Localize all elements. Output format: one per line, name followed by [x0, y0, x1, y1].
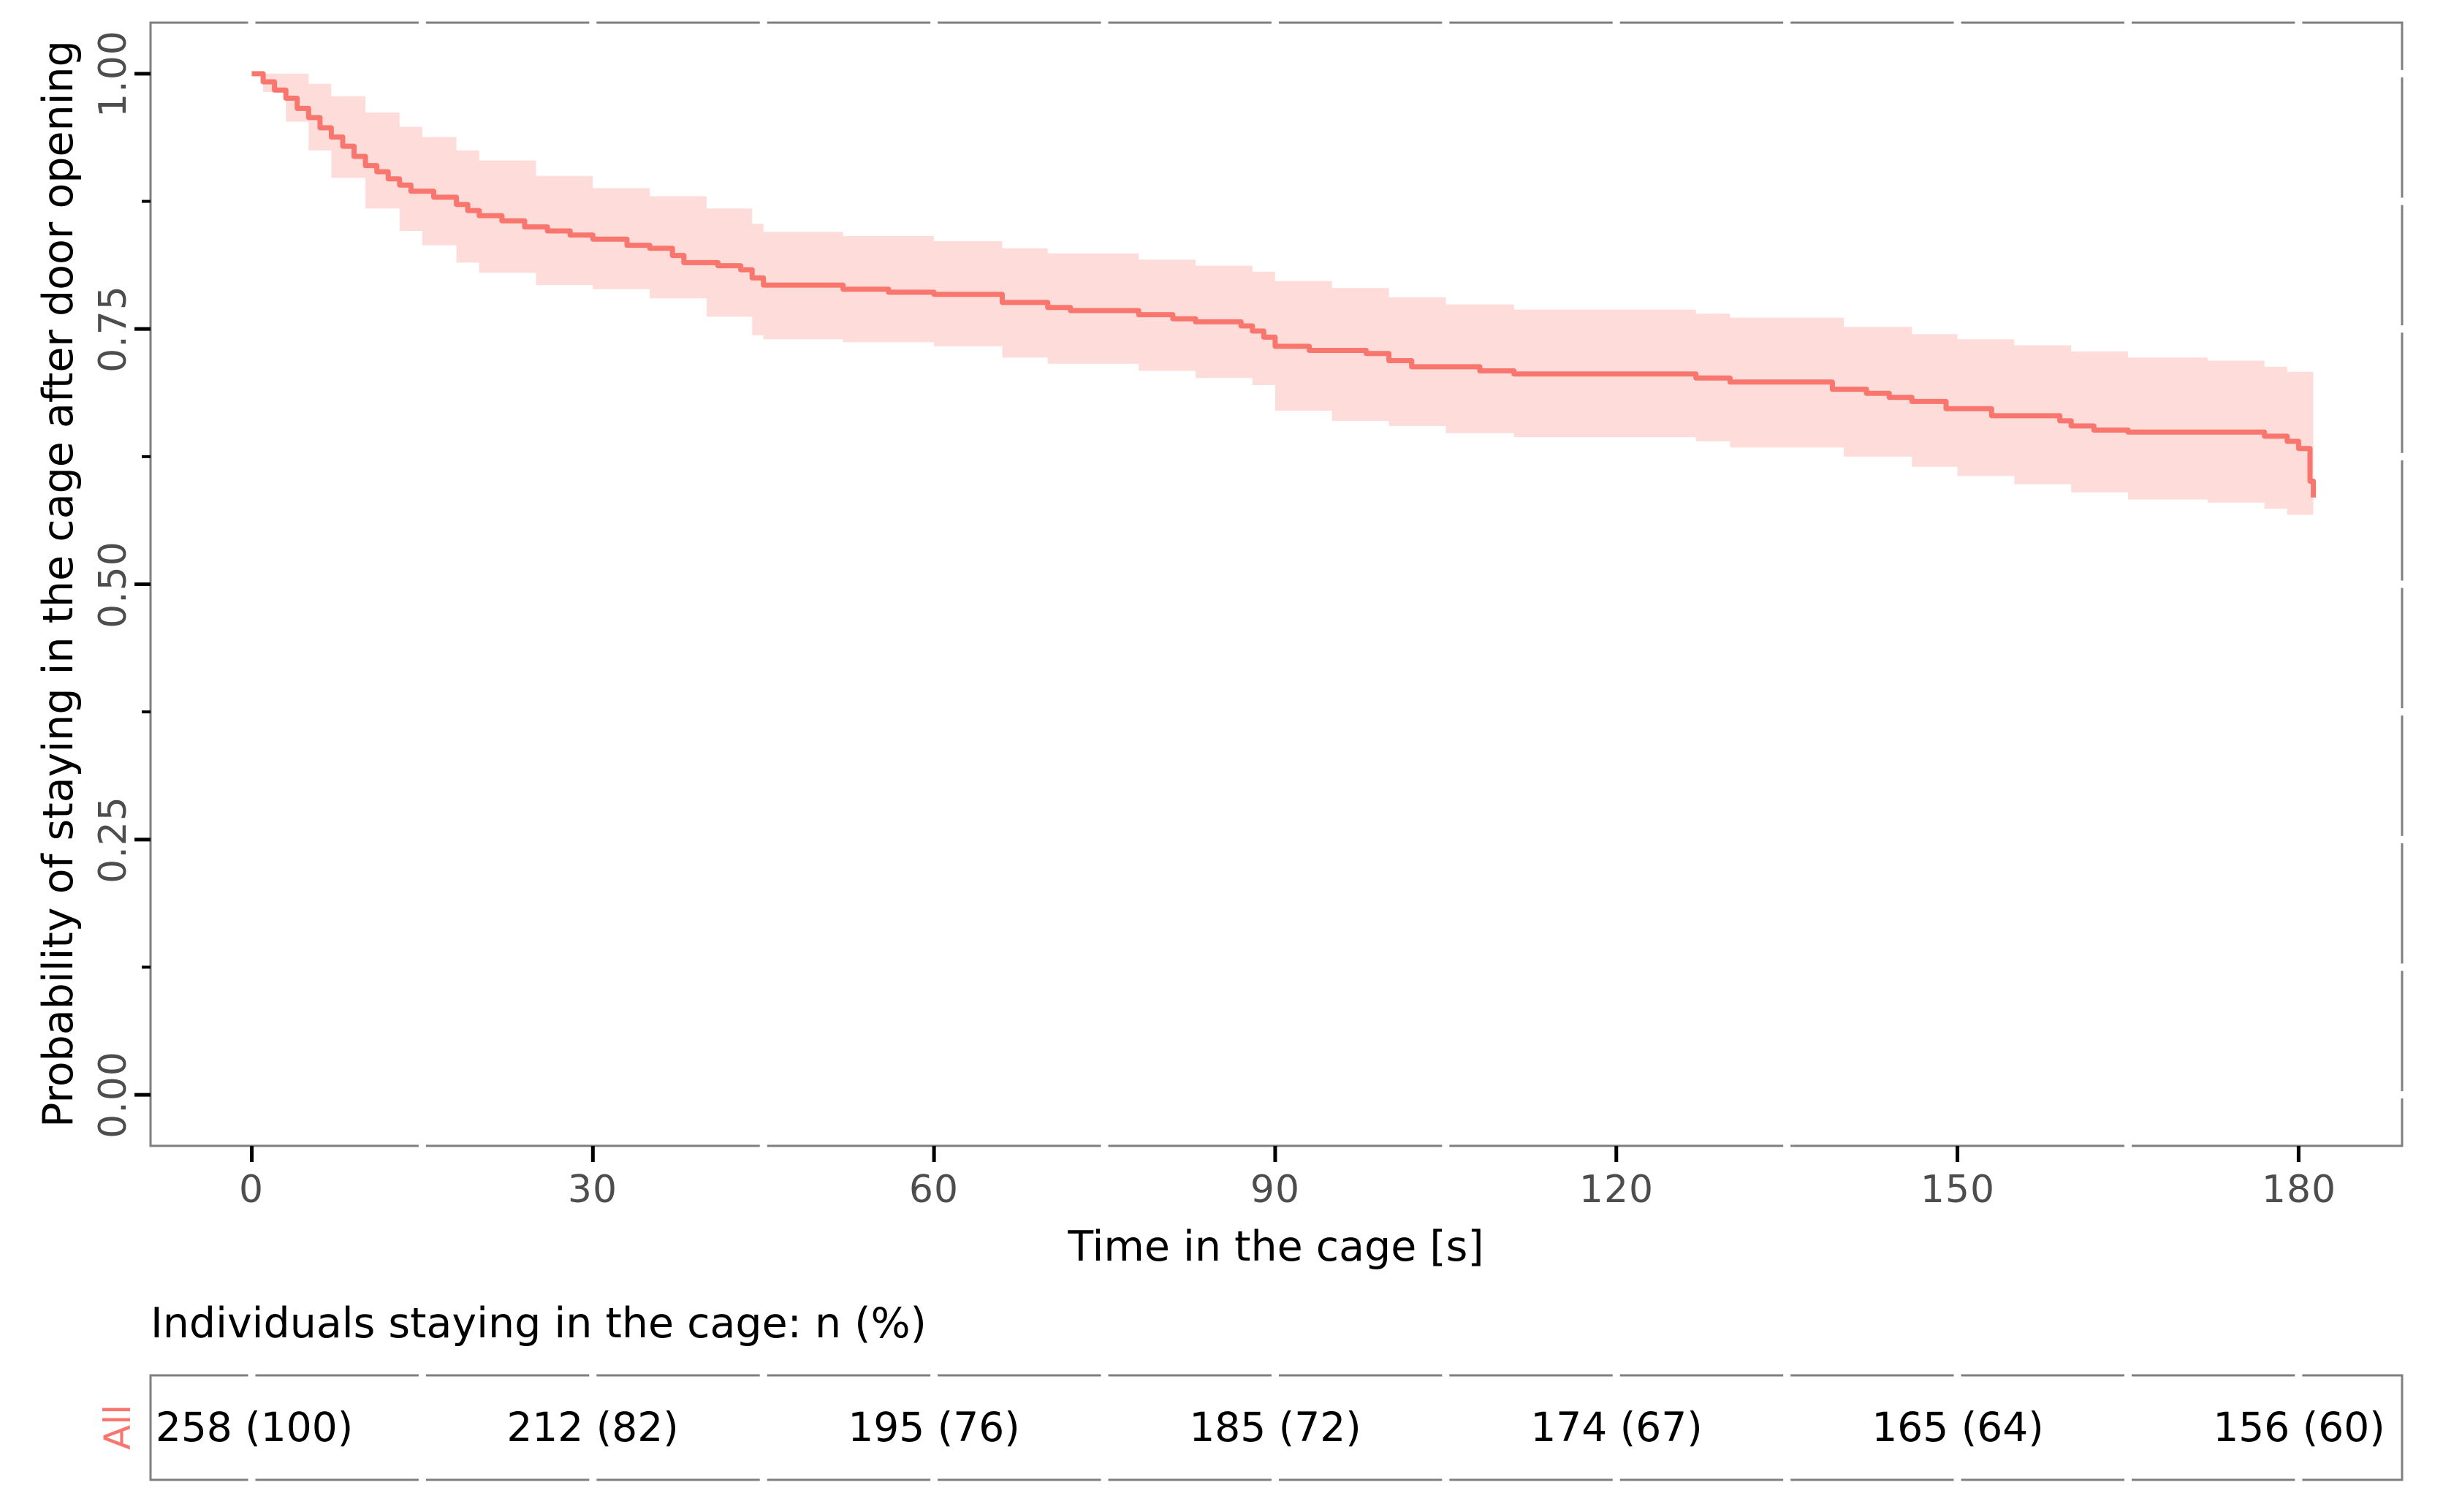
y-tick-label-0.50: 0.50: [91, 541, 135, 628]
risk-table-cell-t30: 212 (82): [506, 1404, 679, 1451]
y-axis-title: Probability of staying in the cage after…: [34, 40, 83, 1128]
risk-table-cell-t120: 174 (67): [1530, 1404, 1703, 1451]
x-axis-title: Time in the cage [s]: [1068, 1223, 1484, 1271]
risk-table-cell-t90: 185 (72): [1189, 1404, 1361, 1451]
risk-table-cell-t60: 195 (76): [848, 1404, 1020, 1451]
x-tick-label-120: 120: [1578, 1168, 1654, 1212]
risk-table-group-label: All: [96, 1405, 139, 1450]
risk-table-cell-t150: 165 (64): [1872, 1404, 2044, 1451]
y-tick-label-0.25: 0.25: [91, 796, 135, 884]
risk-table-cell-t0: 258 (100): [155, 1404, 354, 1451]
x-tick-label-0: 0: [238, 1168, 265, 1212]
risk-table-title: Individuals staying in the cage: n (%): [151, 1299, 927, 1348]
x-tick-label-30: 30: [567, 1168, 618, 1212]
y-tick-label-0.75: 0.75: [91, 285, 135, 373]
y-tick-label-1.00: 1.00: [91, 30, 135, 118]
x-tick-label-150: 150: [1920, 1168, 1996, 1212]
risk-table-cell-t180: 156 (60): [2213, 1404, 2385, 1451]
y-tick-label-0.00: 0.00: [91, 1051, 135, 1139]
x-tick-label-90: 90: [1250, 1168, 1301, 1212]
x-tick-label-60: 60: [908, 1168, 960, 1212]
x-tick-label-180: 180: [2261, 1168, 2337, 1212]
